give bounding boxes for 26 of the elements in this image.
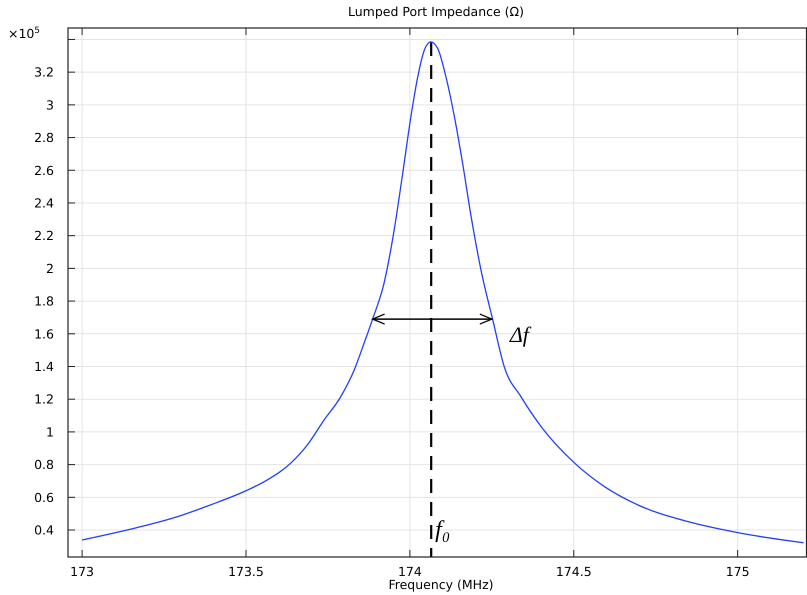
x-tick-label: 175 — [726, 564, 750, 579]
y-tick-label: 0.6 — [34, 490, 54, 505]
y-tick-label: 1.8 — [34, 294, 54, 309]
y-tick-label: 2 — [46, 260, 54, 276]
x-tick-label: 174 — [398, 564, 422, 579]
y-tick-label: 1.2 — [34, 392, 54, 407]
chart-title: Lumped Port Impedance (Ω) — [348, 4, 524, 19]
y-tick-label: 2.8 — [34, 130, 54, 146]
x-axis-title: Frequency (MHz) — [388, 577, 494, 592]
ref-line-label: f₀ — [435, 517, 450, 543]
x-tick-label: 174.5 — [556, 564, 592, 579]
annotation: Δf — [508, 322, 532, 348]
y-tick-label: 1 — [46, 424, 54, 440]
x-tick-label: 173 — [70, 564, 94, 579]
y-tick-label: 3.2 — [34, 64, 54, 80]
y-tick-label: 1.4 — [34, 358, 54, 374]
y-tick-label: 3 — [46, 97, 54, 112]
y-tick-label: 1.6 — [34, 326, 54, 342]
line-series — [81, 41, 804, 544]
x-tick-label: 173.5 — [228, 564, 264, 579]
y-axis-title: ×10$^{5}$ — [8, 26, 40, 41]
y-tick-label: 2.6 — [34, 162, 54, 178]
y-tick-label: 0.8 — [34, 457, 54, 472]
y-tick-label: 0.4 — [34, 522, 54, 538]
y-tick-label: 2.2 — [34, 228, 54, 244]
y-tick-label: 2.4 — [34, 195, 54, 210]
